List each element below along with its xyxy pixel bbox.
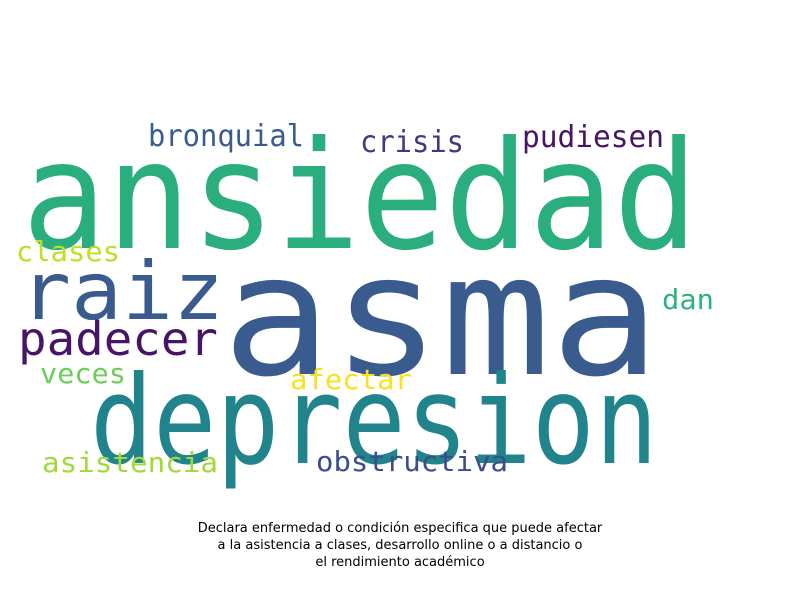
word-asma: asma xyxy=(222,218,660,414)
word-clases: clases xyxy=(16,235,120,268)
word-obstructiva: obstructiva xyxy=(316,445,508,478)
word-pudiesen: pudiesen xyxy=(522,120,664,155)
figure-caption: Declara enfermedad o condición especific… xyxy=(0,520,800,571)
word-dan: dan xyxy=(662,283,714,316)
word-afectar: afectar xyxy=(290,363,412,396)
word-bronquial: bronquial xyxy=(148,119,304,154)
caption-line-1: Declara enfermedad o condición especific… xyxy=(197,521,603,536)
word-ansiedad: ansiedad xyxy=(22,110,698,284)
word-padecer: padecer xyxy=(18,312,218,366)
word-depresion: depresion xyxy=(90,350,658,492)
word-asistencia: asistencia xyxy=(42,446,219,479)
caption-line-2: a la asistencia a clases, desarrollo onl… xyxy=(217,538,583,553)
word-crisis: crisis xyxy=(360,125,464,160)
word-veces: veces xyxy=(40,357,127,390)
word-raiz: raiz xyxy=(20,245,224,338)
caption-line-3: el rendimiento académico xyxy=(315,555,485,570)
